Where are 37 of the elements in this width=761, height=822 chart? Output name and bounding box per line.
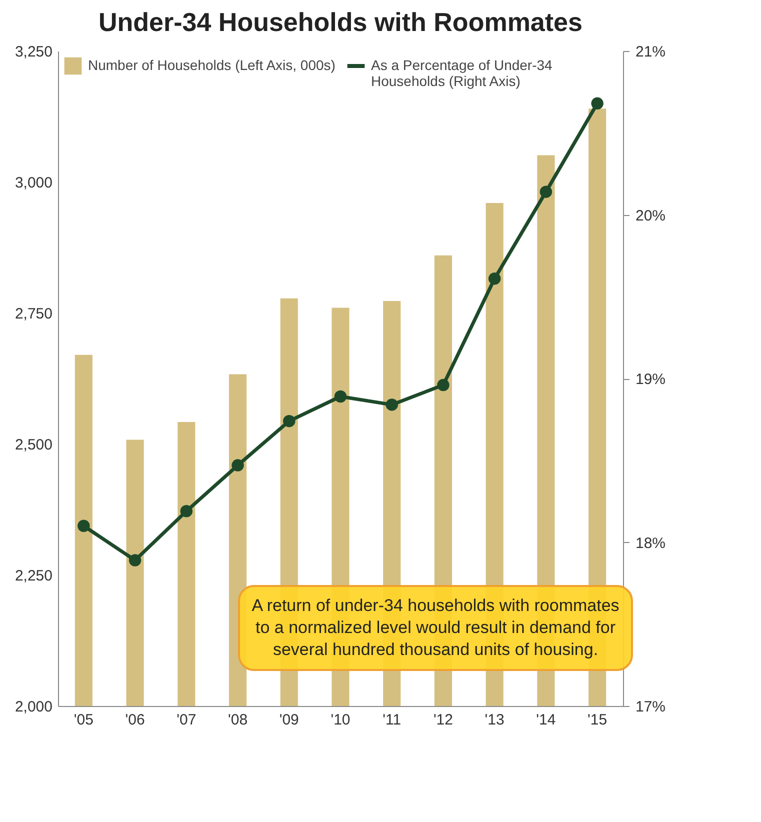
y2-tick-label: 17% [636,698,666,716]
y2-tick-label: 18% [636,534,666,552]
x-tick-label: '09 [279,712,299,728]
x-tick-label: '05 [74,712,94,728]
x-tick-label: '11 [382,712,402,728]
x-tick-label: '10 [330,712,350,728]
y-tick-label: 2,500 [14,436,52,454]
point [334,390,347,403]
point [437,378,450,392]
legend-label: Number of Households (Left Axis, 000s) [88,57,336,73]
legend-label: As a Percentage of Under-34 Households (Right Axis) [371,57,553,89]
point [540,186,552,198]
y-tick-label: 2,250 [14,568,52,584]
y2-tick-label: 19% [636,371,666,388]
y-tick-label: 2,750 [14,306,52,322]
chart-title: Under-34 Households with Roommates [98,7,582,37]
point [283,414,296,428]
y-tick-label: 3,000 [14,174,52,192]
x-tick-label: '08 [228,712,248,728]
point [591,97,604,110]
x-tick-label: '12 [433,712,454,728]
y2-tick-label: 21% [636,44,666,60]
point [232,459,244,472]
x-tick-label: '06 [125,712,145,728]
annotation: A return of under-34 households with roommates to a normalized level would result in demand for several hundred thousand units of housing. [238,585,633,671]
y-tick-label: 2,000 [14,698,52,716]
x-tick-label: '14 [536,712,556,728]
y-tick-label: 3,250 [14,44,52,60]
x-tick-label: '07 [176,712,196,728]
point [128,554,142,566]
x-tick-label: '13 [484,712,504,728]
y2-tick-label: 20% [636,207,666,224]
point [488,272,501,285]
point [180,505,193,518]
point [78,520,90,532]
point [386,398,398,411]
x-tick-label: '15 [588,712,608,728]
